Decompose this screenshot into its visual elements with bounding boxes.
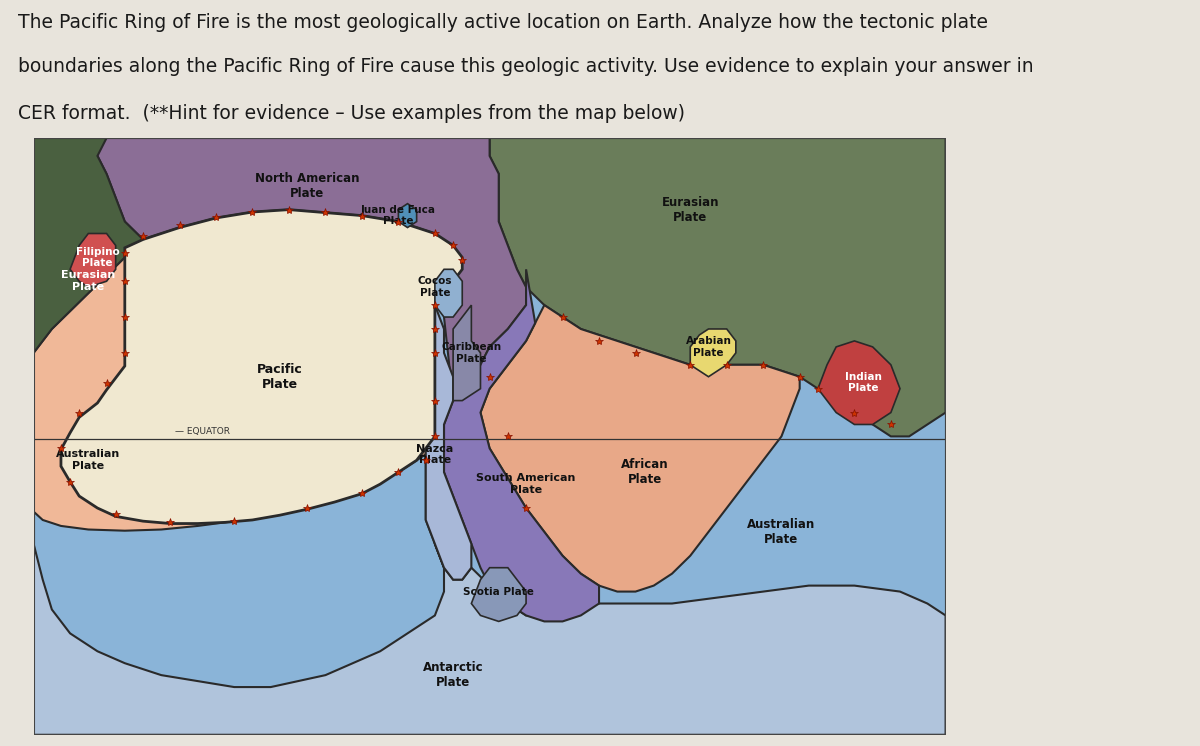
Polygon shape [426, 305, 472, 580]
Text: South American
Plate: South American Plate [476, 474, 576, 495]
Text: Arabian
Plate: Arabian Plate [685, 336, 732, 357]
Text: Nazca
Plate: Nazca Plate [416, 444, 454, 465]
Polygon shape [454, 305, 480, 401]
Text: Antarctic
Plate: Antarctic Plate [422, 661, 484, 689]
Text: CER format.  (**Hint for evidence – Use examples from the map below): CER format. (**Hint for evidence – Use e… [18, 104, 685, 123]
Text: Eurasian
Plate: Eurasian Plate [661, 195, 719, 224]
Polygon shape [490, 138, 946, 436]
Polygon shape [434, 269, 462, 317]
Text: Australian
Plate: Australian Plate [748, 518, 816, 546]
Polygon shape [61, 210, 462, 524]
Polygon shape [97, 138, 526, 401]
Polygon shape [34, 138, 143, 353]
Polygon shape [472, 568, 526, 621]
Text: Scotia Plate: Scotia Plate [463, 586, 534, 597]
Text: Australian
Plate: Australian Plate [56, 450, 120, 471]
Text: Juan de Fuca
Plate: Juan de Fuca Plate [361, 205, 436, 226]
Polygon shape [34, 305, 946, 735]
Text: Indian
Plate: Indian Plate [845, 372, 882, 393]
Polygon shape [70, 233, 115, 287]
Text: Pacific
Plate: Pacific Plate [257, 363, 302, 391]
Polygon shape [690, 329, 736, 377]
Polygon shape [818, 341, 900, 424]
Text: Eurasian
Plate: Eurasian Plate [61, 271, 115, 292]
Polygon shape [34, 138, 946, 735]
Polygon shape [34, 210, 462, 735]
Text: Cocos
Plate: Cocos Plate [418, 277, 452, 298]
Text: African
Plate: African Plate [620, 458, 668, 486]
Polygon shape [480, 305, 799, 592]
Text: boundaries along the Pacific Ring of Fire cause this geologic activity. Use evid: boundaries along the Pacific Ring of Fir… [18, 57, 1033, 76]
Text: — EQUATOR: — EQUATOR [175, 427, 230, 436]
Text: North American
Plate: North American Plate [254, 172, 360, 200]
Text: Caribbean
Plate: Caribbean Plate [442, 342, 502, 363]
Polygon shape [444, 269, 599, 621]
Polygon shape [398, 204, 416, 228]
Text: The Pacific Ring of Fire is the most geologically active location on Earth. Anal: The Pacific Ring of Fire is the most geo… [18, 13, 988, 31]
Text: Filipino
Plate: Filipino Plate [76, 247, 119, 268]
